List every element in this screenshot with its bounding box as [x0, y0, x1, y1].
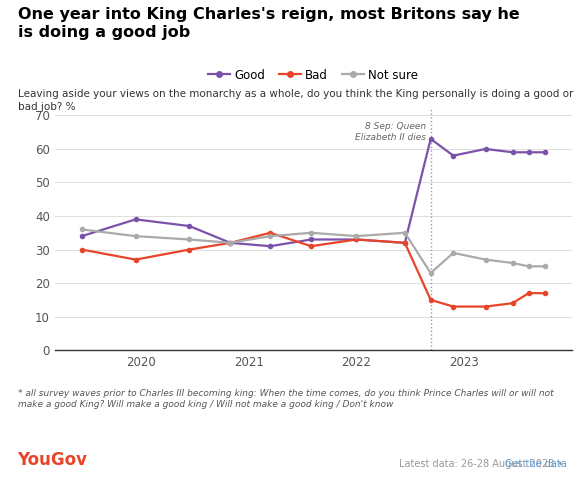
- Legend: Good, Bad, Not sure: Good, Bad, Not sure: [204, 64, 423, 86]
- Text: Latest data: 26-28 August 2023 •: Latest data: 26-28 August 2023 •: [399, 458, 566, 469]
- Text: Get the data: Get the data: [505, 458, 566, 469]
- Text: Leaving aside your views on the monarchy as a whole, do you think the King perso: Leaving aside your views on the monarchy…: [18, 89, 573, 112]
- Text: * all survey waves prior to Charles III becoming king: When the time comes, do y: * all survey waves prior to Charles III …: [18, 389, 553, 409]
- Text: 8 Sep: Queen
Elizabeth II dies: 8 Sep: Queen Elizabeth II dies: [356, 122, 426, 142]
- Text: YouGov: YouGov: [18, 451, 88, 469]
- Text: One year into King Charles's reign, most Britons say he
is doing a good job: One year into King Charles's reign, most…: [18, 7, 519, 40]
